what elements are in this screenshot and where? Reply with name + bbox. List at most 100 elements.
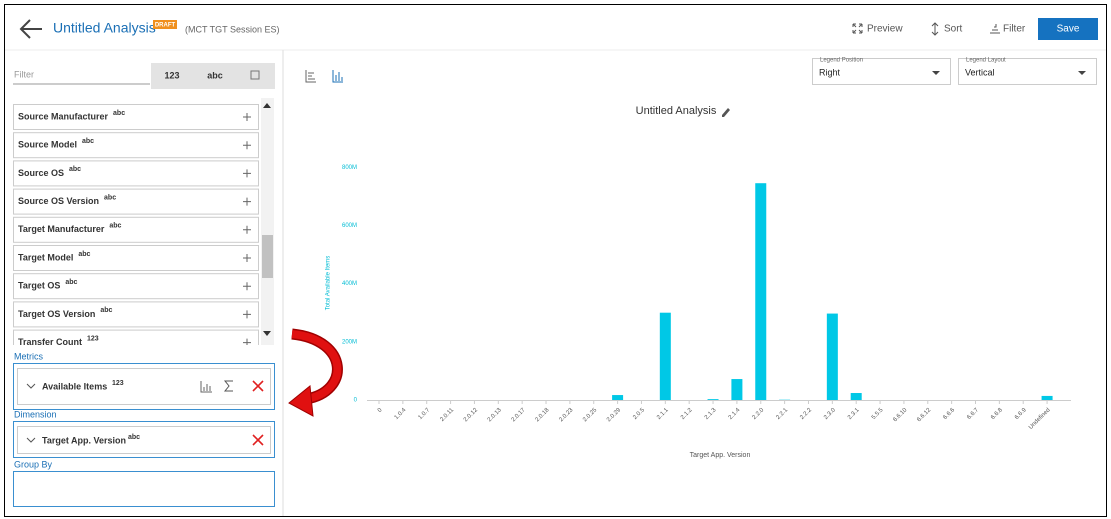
preview-icon xyxy=(852,23,863,34)
field-row[interactable]: Target OS abc xyxy=(13,273,259,300)
add-icon[interactable] xyxy=(243,338,251,347)
dimension-card xyxy=(17,426,271,454)
field-type: abc xyxy=(78,251,90,258)
aggregate-icon[interactable] xyxy=(223,380,233,392)
field-card xyxy=(13,273,259,300)
preview-button[interactable]: Preview xyxy=(852,23,903,35)
dimension-label: Dimension xyxy=(14,409,57,419)
back-button[interactable] xyxy=(19,19,42,39)
type-tabs xyxy=(151,63,275,89)
groupby-label: Group By xyxy=(14,459,53,469)
scrollbar-thumb[interactable] xyxy=(262,235,273,278)
annotation-arrowhead xyxy=(288,385,314,417)
bar[interactable] xyxy=(612,395,624,400)
field-row[interactable]: Target Manufacturer abc xyxy=(13,216,259,243)
tab-number[interactable]: 123 xyxy=(164,70,179,80)
field-card xyxy=(13,132,259,159)
add-icon[interactable] xyxy=(243,113,251,121)
field-type: abc xyxy=(104,194,116,201)
dimension-type: abc xyxy=(128,434,140,441)
remove-dimension[interactable] xyxy=(252,434,264,446)
add-icon[interactable] xyxy=(243,197,251,206)
remove-metric[interactable] xyxy=(252,380,264,392)
field-card xyxy=(13,301,259,328)
filter-button[interactable]: Filter xyxy=(990,24,1026,35)
bar[interactable] xyxy=(731,379,743,400)
field-name: Target OS xyxy=(18,281,60,291)
field-row[interactable]: Target Model abc xyxy=(13,245,259,271)
filter-icon xyxy=(990,24,1000,34)
add-icon[interactable] xyxy=(243,225,251,234)
field-row[interactable]: Target OS Version abc xyxy=(13,301,259,328)
field-card xyxy=(13,188,259,215)
analysis-title[interactable]: Untitled Analysis xyxy=(53,20,156,36)
field-name: Source Manufacturer xyxy=(18,111,109,121)
add-icon[interactable] xyxy=(243,282,251,291)
chevron[interactable] xyxy=(26,383,36,389)
chevron[interactable] xyxy=(26,437,36,443)
field-type: abc xyxy=(109,223,121,230)
draft-text: DRAFT xyxy=(155,23,176,29)
tab-text[interactable]: abc xyxy=(207,70,223,80)
add-icon[interactable] xyxy=(243,254,251,262)
back-arrow xyxy=(19,19,42,39)
edit-title-icon[interactable] xyxy=(722,108,730,117)
save-button[interactable]: Save xyxy=(1038,18,1098,40)
x-tick-label: 0 xyxy=(377,407,384,414)
field-row[interactable]: Source Manufacturer abc xyxy=(13,104,259,130)
field-name: Transfer Count xyxy=(18,337,82,347)
y-tick-label: 600M xyxy=(342,223,357,229)
groupby-box[interactable] xyxy=(13,471,275,507)
chart-type-icon[interactable] xyxy=(200,381,212,393)
field-row[interactable]: Source OS Version abc xyxy=(13,188,259,215)
field-type: abc xyxy=(100,307,112,314)
y-tick-label: 200M xyxy=(342,339,357,345)
caret xyxy=(932,71,940,75)
field-name: Target Manufacturer xyxy=(18,224,105,234)
add-icon[interactable] xyxy=(243,141,251,150)
y-tick-label: 800M xyxy=(342,165,357,171)
bar[interactable] xyxy=(707,399,719,400)
bar[interactable] xyxy=(755,183,767,400)
field-card xyxy=(13,245,259,271)
field-row[interactable]: Source Model abc xyxy=(13,132,259,159)
filter-label: Filter xyxy=(1003,24,1026,35)
draft-badge xyxy=(153,20,177,29)
hbar-icon[interactable] xyxy=(305,70,316,83)
select-label: Legend Position xyxy=(820,58,863,64)
field-type: abc xyxy=(113,110,125,117)
x-axis-label: Target App. Version xyxy=(690,452,751,459)
field-name: Source Model xyxy=(18,140,77,150)
bar[interactable] xyxy=(850,393,862,400)
scrollbar-track xyxy=(261,98,274,345)
field-card xyxy=(13,216,259,243)
metric-name: Available Items xyxy=(42,381,107,391)
field-name: Source OS xyxy=(18,168,64,178)
y-axis-label: Total Available Items xyxy=(326,256,332,311)
sort-label: Sort xyxy=(944,24,963,35)
save-label: Save xyxy=(1057,24,1080,35)
field-type: abc xyxy=(82,138,94,145)
field-row[interactable]: Transfer Count 123 xyxy=(13,329,259,355)
field-card xyxy=(13,329,259,345)
field-type: abc xyxy=(65,279,77,286)
filter-input[interactable]: Filter xyxy=(14,69,34,79)
add-icon[interactable] xyxy=(243,169,251,178)
bar[interactable] xyxy=(659,312,671,400)
sort-button[interactable]: Sort xyxy=(931,22,963,36)
bar[interactable] xyxy=(1041,395,1053,400)
chart-title[interactable]: Untitled Analysis xyxy=(636,105,717,117)
field-name: Target Model xyxy=(18,252,73,262)
legend-position-select[interactable]: Legend Position Right xyxy=(812,58,951,85)
vbar-icon[interactable] xyxy=(332,70,343,83)
bar[interactable] xyxy=(826,313,838,400)
field-card xyxy=(13,160,259,187)
add-icon[interactable] xyxy=(243,310,251,319)
tab-date[interactable] xyxy=(250,70,260,80)
field-name: Source OS Version xyxy=(18,196,99,206)
legend-layout-select[interactable]: Legend Layout Vertical xyxy=(958,58,1097,85)
select-label: Legend Layout xyxy=(966,58,1006,64)
y-tick-label: 400M xyxy=(342,281,357,287)
field-row[interactable]: Source OS abc xyxy=(13,160,259,187)
select-value: Right xyxy=(819,67,841,77)
